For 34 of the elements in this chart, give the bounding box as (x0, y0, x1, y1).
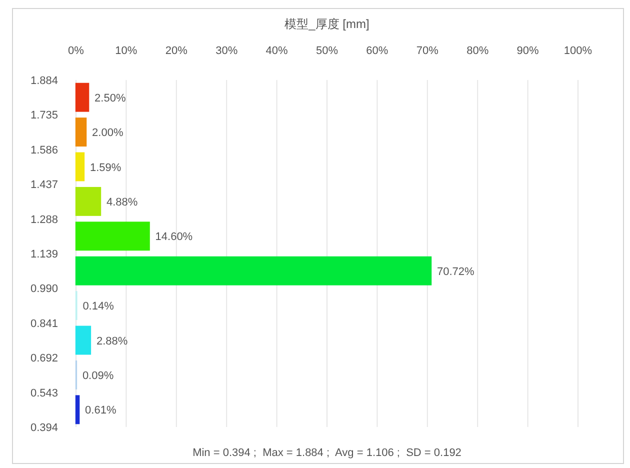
data-label: 0.61% (85, 404, 116, 417)
y-tick-label: 0.841 (30, 318, 58, 330)
y-tick-label: 0.692 (30, 352, 58, 365)
y-tick-label: 1.139 (30, 248, 58, 260)
x-tick-label: 80% (466, 45, 489, 57)
x-tick-label: 20% (165, 45, 188, 57)
y-tick-label: 1.586 (30, 144, 58, 156)
y-tick-label: 0.990 (30, 283, 58, 296)
x-tick-label: 30% (216, 45, 238, 57)
x-tick-label: 90% (516, 45, 540, 57)
data-label: 2.50% (94, 92, 126, 104)
data-label: 14.60% (155, 231, 193, 244)
x-tick-label: 50% (316, 45, 338, 57)
x-tick-label: 100% (564, 45, 592, 57)
data-label: 0.14% (82, 300, 114, 313)
y-tick-label: 0.394 (30, 422, 58, 434)
x-tick-label: 10% (115, 45, 138, 57)
x-tick-label: 60% (366, 45, 388, 57)
x-tick-label: 0% (68, 45, 84, 57)
x-tick-label: 40% (266, 45, 288, 57)
data-label: 4.88% (106, 196, 138, 208)
x-tick-label: 70% (416, 45, 439, 57)
y-tick-label: 1.735 (30, 110, 58, 122)
y-tick-label: 0.543 (30, 387, 58, 400)
data-label: 0.09% (82, 370, 114, 382)
data-label: 70.72% (437, 266, 475, 278)
y-tick-label: 1.288 (30, 214, 58, 226)
data-label: 2.00% (92, 127, 124, 140)
text: Min = 0.394 ; Max = 1.884 ; Avg = 1.106 ; SD = 0.192 (192, 447, 462, 459)
chart-title: 模型_厚度 [mm] (284, 17, 370, 31)
y-tick-label: 1.884 (30, 75, 58, 87)
y-tick-label: 1.437 (30, 179, 58, 192)
data-label: 2.88% (96, 335, 128, 348)
data-label: 1.59% (90, 162, 122, 174)
